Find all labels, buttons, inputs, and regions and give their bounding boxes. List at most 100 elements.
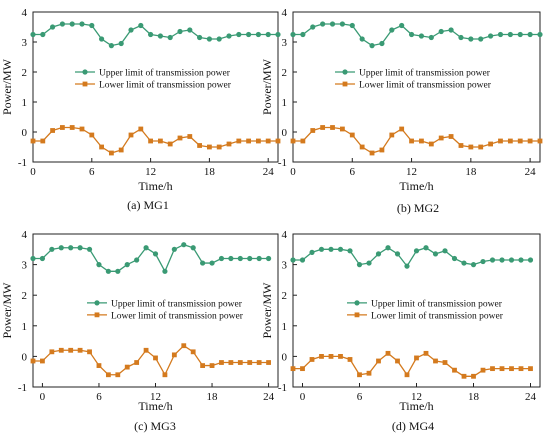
data-point-upper [187, 27, 193, 33]
data-point-lower [480, 367, 486, 373]
data-point-upper [499, 257, 505, 263]
data-point-upper [148, 31, 154, 38]
data-point-upper [228, 255, 234, 262]
data-point-upper [237, 255, 243, 262]
data-point-lower [330, 125, 335, 130]
panel-caption: (c) MG3 [134, 419, 176, 433]
data-point-upper [339, 21, 345, 27]
x-tick-label: 6 [357, 391, 363, 403]
data-point-lower [349, 132, 355, 138]
data-point-lower [99, 144, 104, 150]
data-point-upper [379, 40, 385, 47]
x-axis-label: Time/h [399, 179, 433, 193]
data-point-upper [218, 255, 225, 262]
data-point-upper [299, 257, 306, 263]
y-tick-label: 4 [22, 229, 28, 241]
y-tick-label: 3 [22, 37, 28, 49]
data-point-upper [290, 257, 296, 263]
data-point-lower [187, 134, 193, 139]
data-point-lower [124, 364, 130, 370]
data-point-upper [451, 255, 458, 262]
y-tick-label: 2 [22, 67, 28, 79]
data-point-lower [517, 138, 523, 144]
data-point-lower [528, 366, 533, 372]
data-point-upper [167, 34, 173, 41]
data-point-lower [340, 126, 345, 132]
legend-label: Upper limit of transmission power [111, 298, 243, 309]
x-tick-label: 24 [525, 166, 537, 178]
data-point-upper [389, 27, 395, 33]
data-point-upper [356, 262, 363, 268]
data-point-lower [385, 350, 391, 356]
y-tick-label: 3 [22, 260, 28, 272]
data-point-upper [413, 248, 420, 254]
y-tick-label: 1 [282, 321, 288, 333]
data-point-upper [138, 22, 144, 29]
panel-caption: (d) MG4 [392, 419, 434, 433]
x-axis-label: Time/h [399, 399, 433, 413]
data-point-upper [432, 251, 439, 257]
panel-caption: (a) MG1 [127, 198, 169, 212]
data-point-upper [537, 31, 543, 38]
y-tick-label: 0 [282, 127, 288, 139]
x-tick-label: 12 [150, 391, 161, 403]
data-point-lower [40, 138, 46, 144]
data-point-upper [394, 251, 401, 257]
data-point-upper [438, 28, 444, 35]
plot-frame [32, 11, 279, 163]
data-point-lower [153, 355, 158, 361]
data-point-upper [181, 242, 187, 248]
data-point-upper [105, 268, 111, 274]
legend-marker-circle [342, 69, 348, 75]
data-point-upper [246, 31, 252, 38]
data-point-upper [320, 21, 326, 27]
data-point-lower [498, 138, 503, 144]
data-point-lower [158, 138, 163, 144]
data-point-upper [30, 31, 36, 38]
data-point-lower [328, 354, 334, 359]
data-point-lower [399, 126, 405, 132]
data-point-lower [60, 125, 65, 130]
data-point-upper [206, 36, 212, 42]
series-line-lower [293, 126, 540, 154]
data-point-upper [143, 245, 149, 251]
data-point-lower [115, 372, 121, 378]
data-point-lower [226, 141, 232, 147]
y-tick-label: 3 [282, 37, 288, 49]
legend-label: Lower limit of transmission power [111, 310, 244, 321]
data-point-upper [115, 268, 121, 274]
x-tick-label: 0 [290, 166, 296, 178]
data-point-lower [537, 138, 543, 144]
y-tick-label: 1 [22, 97, 28, 109]
data-point-upper [385, 245, 391, 251]
y-axis-label: Power/MW [260, 58, 274, 115]
data-point-lower [266, 360, 271, 365]
data-point-lower [181, 343, 187, 349]
y-tick-label: 2 [282, 67, 288, 79]
data-point-lower [177, 135, 183, 141]
data-point-lower [461, 373, 467, 379]
data-point-lower [518, 366, 524, 372]
data-point-lower [389, 132, 395, 138]
y-axis-label: Power/MW [0, 282, 14, 339]
data-point-lower [428, 141, 434, 147]
data-point-lower [89, 132, 95, 138]
y-tick-label: 4 [22, 7, 28, 19]
data-point-lower [30, 358, 36, 364]
x-tick-label: 12 [411, 391, 422, 403]
data-point-upper [418, 33, 425, 39]
data-point-lower [369, 150, 375, 156]
x-tick-label: 12 [406, 166, 417, 178]
data-point-lower [448, 134, 454, 139]
data-point-upper [200, 260, 206, 266]
y-tick-label: -1 [278, 382, 287, 394]
data-point-lower [246, 138, 251, 144]
data-point-lower [162, 372, 168, 378]
data-point-upper [328, 246, 334, 252]
data-point-lower [105, 372, 111, 378]
data-point-lower [409, 138, 414, 144]
data-point-upper [423, 245, 429, 251]
data-point-lower [379, 147, 385, 153]
data-point-upper [50, 24, 56, 30]
data-point-upper [157, 33, 163, 39]
